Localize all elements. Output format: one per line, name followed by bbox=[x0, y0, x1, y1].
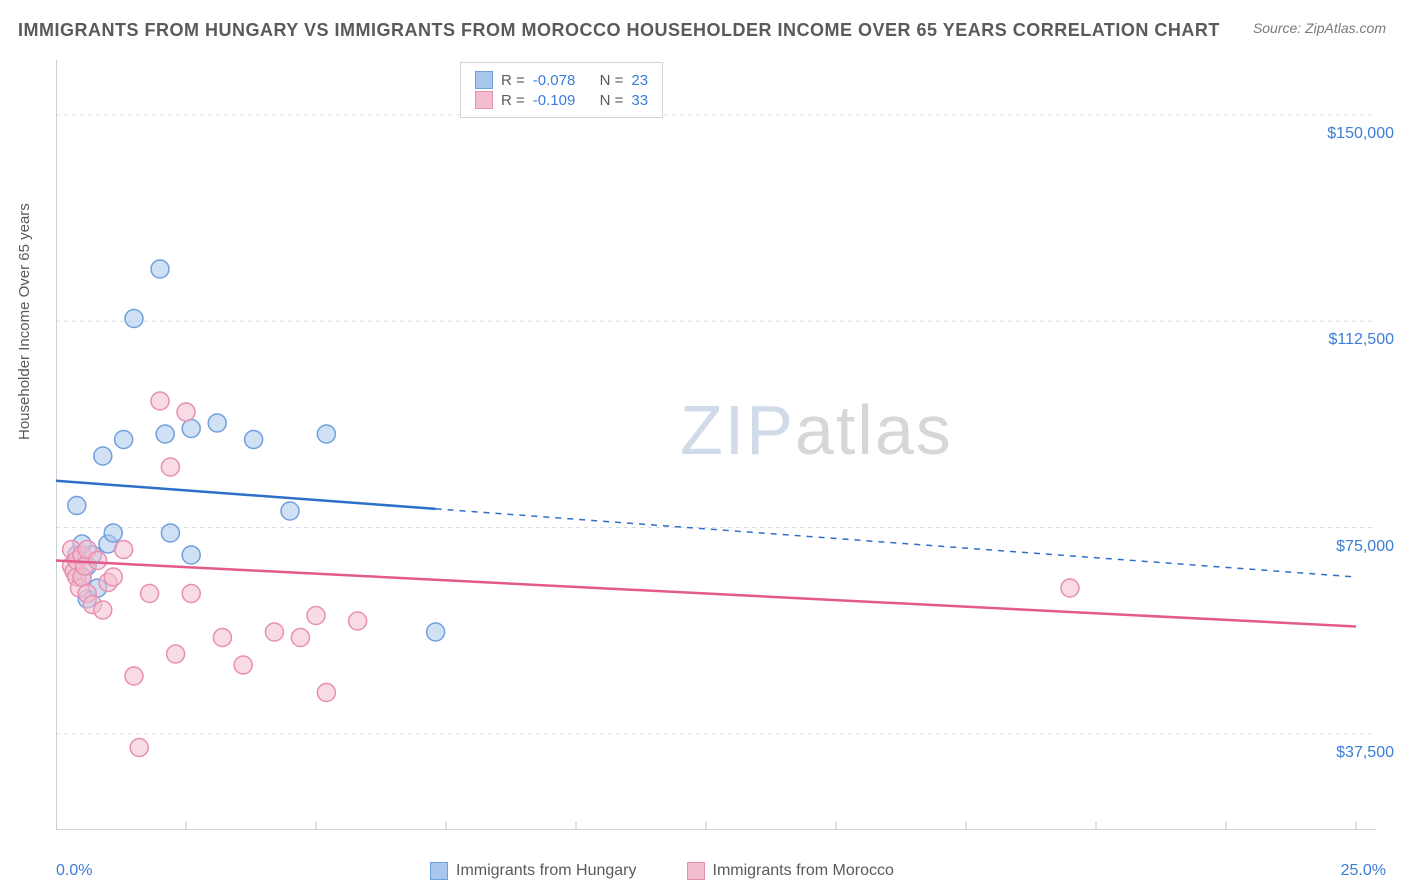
legend-swatch-hungary bbox=[430, 862, 448, 880]
legend-r-label: R = bbox=[501, 92, 525, 109]
x-axis-min-label: 0.0% bbox=[56, 862, 92, 880]
y-tick-label: $37,500 bbox=[1336, 744, 1394, 762]
chart-plot-area bbox=[56, 60, 1386, 830]
x-axis-max-label: 25.0% bbox=[1341, 862, 1386, 880]
legend-series: Immigrants from Hungary Immigrants from … bbox=[430, 862, 894, 880]
source-caption: Source: ZipAtlas.com bbox=[1253, 20, 1386, 36]
legend-r-value-hungary: -0.078 bbox=[533, 72, 576, 89]
legend-n-value-hungary: 23 bbox=[631, 72, 648, 89]
legend-stats-row: R = -0.109 N = 33 bbox=[475, 91, 648, 109]
chart-title: IMMIGRANTS FROM HUNGARY VS IMMIGRANTS FR… bbox=[18, 20, 1220, 41]
legend-swatch-morocco bbox=[687, 862, 705, 880]
y-tick-label: $112,500 bbox=[1328, 331, 1394, 349]
legend-n-label: N = bbox=[600, 72, 624, 89]
legend-r-value-morocco: -0.109 bbox=[533, 92, 576, 109]
legend-label-hungary: Immigrants from Hungary bbox=[456, 862, 637, 880]
legend-item-hungary: Immigrants from Hungary bbox=[430, 862, 637, 880]
legend-n-label: N = bbox=[600, 92, 624, 109]
legend-swatch-morocco bbox=[475, 91, 493, 109]
legend-stats: R = -0.078 N = 23 R = -0.109 N = 33 bbox=[460, 62, 663, 118]
y-tick-label: $75,000 bbox=[1336, 538, 1394, 556]
legend-r-label: R = bbox=[501, 72, 525, 89]
legend-swatch-hungary bbox=[475, 71, 493, 89]
legend-n-value-morocco: 33 bbox=[631, 92, 648, 109]
legend-stats-row: R = -0.078 N = 23 bbox=[475, 71, 648, 89]
chart-svg bbox=[56, 60, 1386, 830]
y-tick-label: $150,000 bbox=[1327, 125, 1394, 143]
y-axis-label: Householder Income Over 65 years bbox=[16, 203, 33, 440]
legend-item-morocco: Immigrants from Morocco bbox=[687, 862, 894, 880]
legend-label-morocco: Immigrants from Morocco bbox=[713, 862, 894, 880]
